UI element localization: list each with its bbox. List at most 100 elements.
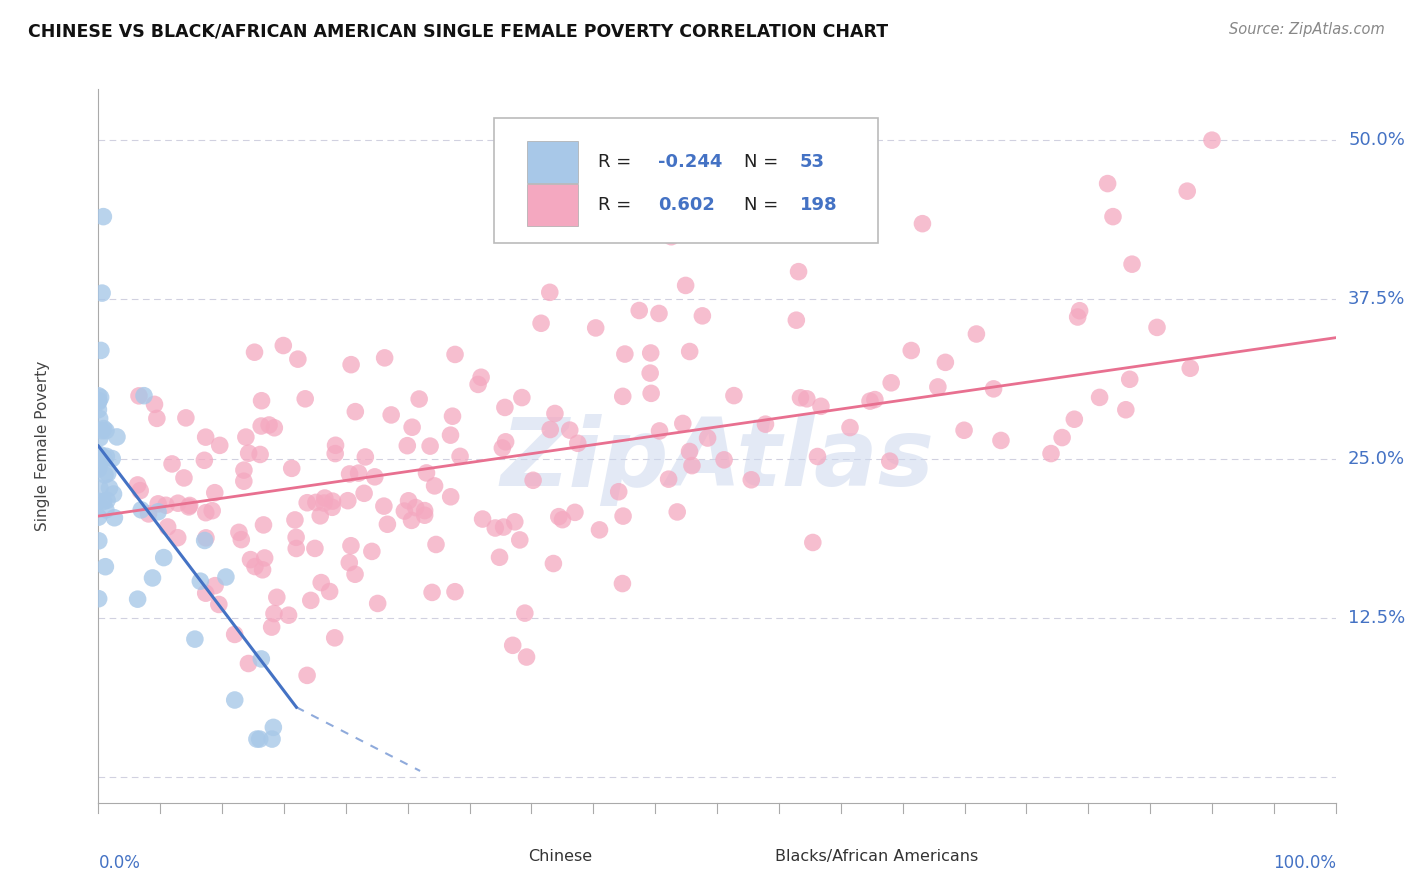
- Point: [87, 533, 110, 548]
- Point: [1119, 372, 1142, 386]
- Point: [675, 278, 697, 293]
- Point: [257, 417, 280, 432]
- Point: [628, 303, 651, 318]
- Point: [522, 473, 544, 487]
- Point: [215, 570, 238, 584]
- Point: [94, 424, 117, 438]
- Point: [423, 479, 446, 493]
- Point: [173, 471, 195, 485]
- Point: [93, 451, 115, 466]
- Text: 12.5%: 12.5%: [1348, 609, 1406, 627]
- Point: [648, 306, 671, 320]
- Text: N =: N =: [744, 153, 785, 171]
- Point: [558, 423, 581, 437]
- Point: [253, 551, 276, 566]
- Point: [510, 391, 533, 405]
- Point: [585, 321, 607, 335]
- Point: [252, 563, 274, 577]
- Point: [990, 434, 1012, 448]
- Point: [839, 420, 862, 434]
- Point: [194, 430, 217, 444]
- Point: [1115, 402, 1137, 417]
- Point: [89, 411, 111, 425]
- Point: [1102, 210, 1125, 224]
- Point: [299, 593, 322, 607]
- Point: [194, 531, 217, 545]
- Point: [681, 458, 703, 473]
- Point: [612, 509, 634, 524]
- Point: [666, 505, 689, 519]
- Point: [90, 390, 112, 404]
- FancyBboxPatch shape: [526, 184, 578, 227]
- Point: [360, 544, 382, 558]
- Point: [564, 505, 586, 519]
- Point: [193, 453, 215, 467]
- FancyBboxPatch shape: [526, 141, 578, 184]
- Point: [146, 505, 169, 519]
- Point: [232, 463, 254, 477]
- Point: [188, 574, 211, 589]
- Point: [96, 450, 118, 464]
- Point: [953, 423, 976, 437]
- Point: [305, 495, 328, 509]
- Point: [470, 370, 492, 384]
- Point: [90, 343, 112, 358]
- Point: [1063, 412, 1085, 426]
- Point: [547, 509, 569, 524]
- Point: [337, 556, 360, 570]
- Point: [380, 408, 402, 422]
- Point: [314, 491, 336, 505]
- Point: [748, 178, 770, 193]
- Point: [231, 533, 253, 547]
- Point: [89, 455, 111, 469]
- Point: [127, 478, 149, 492]
- Point: [582, 171, 605, 186]
- Point: [87, 462, 110, 476]
- Point: [679, 344, 702, 359]
- Point: [340, 358, 363, 372]
- Point: [444, 347, 467, 361]
- Point: [740, 473, 762, 487]
- Point: [146, 411, 169, 425]
- Point: [89, 431, 111, 445]
- Point: [322, 494, 344, 508]
- Point: [983, 382, 1005, 396]
- Point: [880, 376, 903, 390]
- Point: [156, 520, 179, 534]
- Point: [398, 493, 420, 508]
- Point: [538, 423, 561, 437]
- Point: [132, 389, 155, 403]
- Point: [640, 386, 662, 401]
- Point: [89, 448, 111, 462]
- Point: [810, 399, 832, 413]
- Text: -0.244: -0.244: [658, 153, 723, 171]
- Point: [394, 504, 416, 518]
- Point: [344, 567, 367, 582]
- Point: [174, 410, 197, 425]
- Point: [1175, 184, 1198, 198]
- Point: [408, 392, 430, 406]
- Point: [228, 525, 250, 540]
- Point: [638, 366, 661, 380]
- Point: [238, 446, 260, 460]
- Point: [249, 732, 271, 747]
- Point: [607, 484, 630, 499]
- Point: [235, 430, 257, 444]
- Point: [87, 389, 110, 403]
- Point: [513, 606, 536, 620]
- Point: [900, 343, 922, 358]
- Point: [89, 451, 111, 466]
- Point: [1069, 303, 1091, 318]
- Point: [266, 591, 288, 605]
- Point: [309, 508, 332, 523]
- Point: [250, 652, 273, 666]
- Point: [239, 552, 262, 566]
- Point: [1097, 177, 1119, 191]
- Point: [364, 470, 387, 484]
- Point: [284, 513, 307, 527]
- Point: [294, 392, 316, 406]
- Point: [911, 217, 934, 231]
- Point: [515, 650, 537, 665]
- Point: [723, 389, 745, 403]
- Point: [323, 631, 346, 645]
